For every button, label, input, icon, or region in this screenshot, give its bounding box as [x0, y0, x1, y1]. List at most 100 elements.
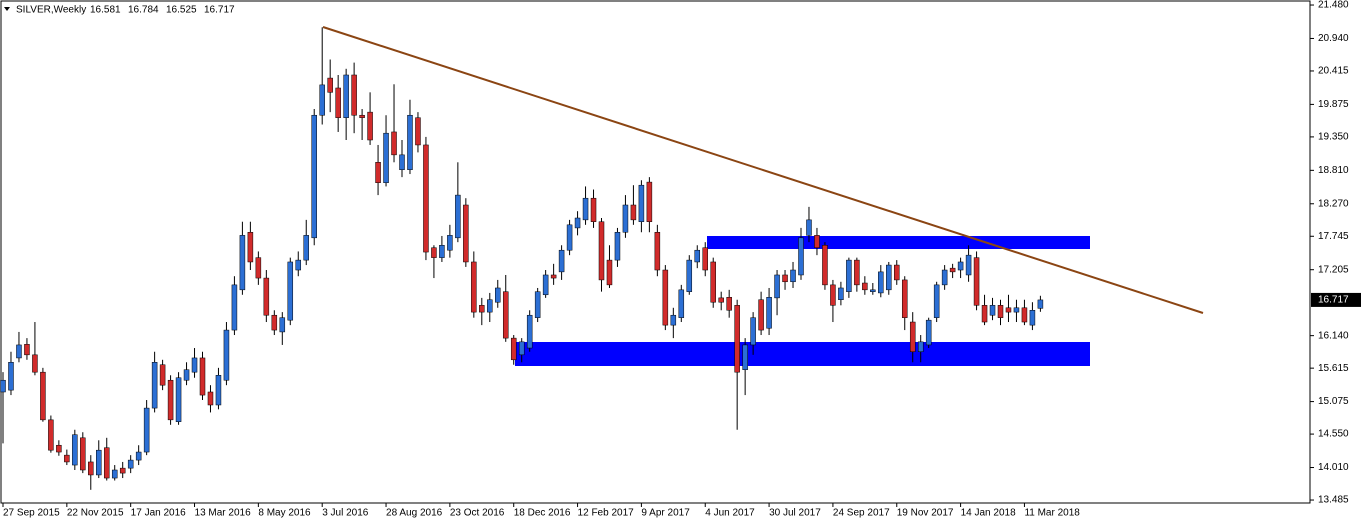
candle-body: [399, 154, 405, 170]
candle-body: [758, 299, 764, 331]
candle-body: [1037, 299, 1044, 309]
y-tick-label: 13.485: [1318, 495, 1349, 506]
candle-body: [367, 111, 373, 141]
x-tick-label: 23 Oct 2016: [450, 508, 505, 519]
candles: [0, 27, 1044, 490]
candle-body: [335, 87, 341, 118]
candle-body: [48, 419, 54, 451]
candle-body: [886, 264, 892, 291]
candle-body: [894, 264, 900, 281]
price-label: 16.717: [1318, 295, 1349, 306]
candle-body: [311, 114, 317, 239]
x-tick-label: 3 Jul 2016: [322, 508, 369, 519]
candle-body: [949, 267, 956, 273]
y-tick-label: 21.480: [1318, 0, 1349, 11]
support-zone: [515, 342, 1090, 366]
y-tick-label: 20.415: [1318, 66, 1349, 77]
candle-body: [830, 284, 836, 306]
candle-body: [862, 282, 868, 291]
candle-body: [510, 337, 517, 361]
candle-body: [359, 114, 365, 118]
y-tick-label: 14.550: [1318, 429, 1349, 440]
candle-body: [582, 197, 589, 221]
candle-body: [135, 451, 142, 461]
candle-body: [806, 219, 812, 236]
candle-body: [391, 131, 397, 156]
candle-body: [686, 259, 693, 292]
candle-body: [790, 269, 796, 283]
x-tick-label: 13 Mar 2016: [195, 508, 252, 519]
y-tick-label: 19.350: [1318, 132, 1349, 143]
candle-body: [718, 297, 724, 303]
candle-body: [447, 235, 453, 251]
candle-body: [925, 319, 932, 346]
candle-body: [16, 344, 22, 359]
candle-body: [64, 454, 70, 463]
candle-body: [40, 371, 46, 421]
candle-body: [622, 204, 629, 233]
candle-body: [415, 117, 421, 146]
candle-body: [32, 354, 38, 373]
candle-body: [247, 231, 254, 263]
candle-body: [24, 344, 30, 356]
candle-body: [239, 235, 246, 291]
candle-body: [1029, 310, 1036, 326]
candle-body: [941, 269, 948, 286]
candle-body: [88, 461, 94, 476]
candle-body: [111, 469, 118, 479]
x-tick-label: 24 Sep 2017: [833, 508, 890, 519]
candle-body: [167, 379, 174, 421]
candle-body: [351, 74, 357, 116]
candle-body: [646, 181, 653, 222]
candle-body: [574, 217, 581, 229]
candle-body: [822, 245, 828, 286]
y-tick-label: 17.205: [1318, 264, 1349, 275]
x-tick-label: 14 Jan 2018: [961, 508, 1016, 519]
header-low: 16.525: [166, 5, 197, 16]
candle-body: [694, 249, 701, 263]
x-tick-label: 4 Jun 2017: [705, 508, 755, 519]
candle-body: [590, 197, 597, 222]
y-tick-label: 18.270: [1318, 198, 1349, 209]
candle-body: [215, 375, 222, 406]
candle-body: [542, 274, 549, 296]
candle-body: [774, 274, 780, 299]
candle-body: [766, 297, 772, 329]
candle-body: [558, 249, 565, 273]
candle-body: [287, 261, 294, 321]
candle-body: [119, 467, 126, 474]
candle-body: [782, 274, 788, 283]
candle-body: [997, 305, 1004, 318]
candle-body: [159, 364, 166, 386]
x-tick-label: 11 Mar 2018: [1024, 508, 1080, 519]
candle-body: [127, 459, 134, 469]
candle-body: [407, 114, 413, 170]
x-tick-label: 30 Jul 2017: [769, 508, 821, 519]
y-tick-label: 20.940: [1318, 33, 1349, 44]
candle-body: [878, 271, 884, 294]
candle-body: [1013, 307, 1020, 313]
candle-body: [495, 287, 501, 303]
x-tick-label: 9 Apr 2017: [641, 508, 690, 519]
y-tick-label: 16.140: [1318, 330, 1349, 341]
price-label-box: [1311, 292, 1361, 307]
header-open: 16.581: [90, 5, 121, 16]
candle-body: [295, 259, 302, 271]
trend-line: [322, 26, 1204, 314]
y-tick-label: 19.875: [1318, 99, 1349, 110]
candle-body: [662, 269, 669, 326]
candle-body: [933, 284, 940, 318]
candle-body: [423, 144, 429, 253]
chart-title: SILVER,Weekly: [16, 5, 86, 16]
candle-body: [487, 299, 493, 313]
candle-body: [854, 259, 860, 286]
x-tick-label: 28 Aug 2016: [386, 508, 443, 519]
candle-body: [303, 235, 309, 261]
candle-body: [981, 305, 988, 323]
candle-body: [143, 407, 150, 453]
x-tick-label: 22 Nov 2015: [67, 508, 124, 519]
candle-body: [965, 254, 972, 276]
x-tick-label: 19 Nov 2017: [897, 508, 954, 519]
candle-body: [798, 237, 804, 276]
